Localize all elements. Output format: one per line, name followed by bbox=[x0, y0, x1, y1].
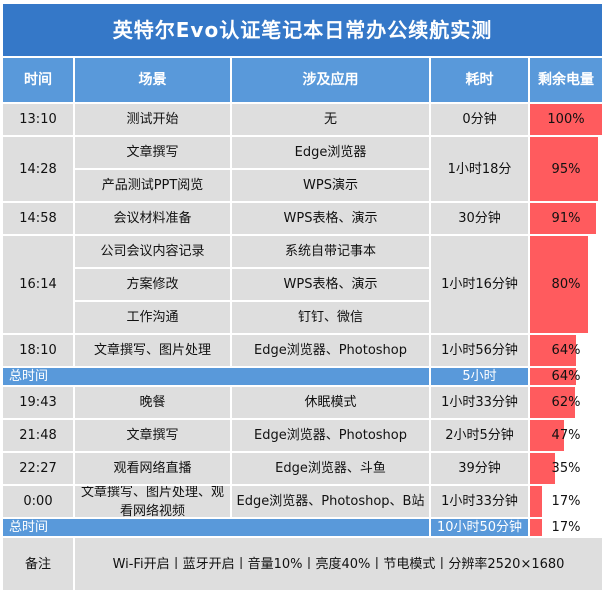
battery-label: 62% bbox=[551, 395, 581, 410]
battery-bar bbox=[530, 420, 564, 451]
time-cell: 19:43 bbox=[3, 387, 73, 418]
app-cell: 无 bbox=[232, 104, 429, 135]
battery-bar bbox=[530, 519, 543, 536]
scene-cell: 晚餐 bbox=[75, 387, 230, 418]
scene-cell: 文章撰写 bbox=[75, 137, 230, 168]
scene-cell: 文章撰写、图片处理、观看网络视频 bbox=[75, 486, 230, 517]
total-duration: 5小时 bbox=[431, 368, 528, 385]
app-cell: 钉钉、微信 bbox=[232, 302, 429, 333]
app-cell: Edge浏览器、Photoshop bbox=[232, 420, 429, 451]
app-cell: 休眠模式 bbox=[232, 387, 429, 418]
column-header: 场景 bbox=[75, 58, 230, 102]
app-cell: Edge浏览器、Photoshop bbox=[232, 335, 429, 366]
duration-cell: 1小时56分钟 bbox=[431, 335, 528, 366]
footer-notes: Wi-Fi开启丨蓝牙开启丨音量10%丨亮度40%丨节电模式丨分辨率2520×16… bbox=[75, 538, 602, 590]
time-cell: 16:14 bbox=[3, 236, 73, 333]
battery-bar bbox=[530, 387, 575, 418]
duration-cell: 0分钟 bbox=[431, 104, 528, 135]
battery-label: 47% bbox=[551, 428, 581, 443]
time-cell: 18:10 bbox=[3, 335, 73, 366]
scene-cell: 文章撰写、图片处理 bbox=[75, 335, 230, 366]
battery-bar bbox=[530, 104, 602, 135]
duration-cell: 2小时5分钟 bbox=[431, 420, 528, 451]
time-cell: 0:00 bbox=[3, 486, 73, 517]
total-duration: 10小时50分钟 bbox=[431, 519, 528, 536]
app-cell: Edge浏览器 bbox=[232, 137, 429, 168]
duration-cell: 1小时18分 bbox=[431, 137, 528, 201]
footer-label: 备注 bbox=[3, 538, 73, 590]
battery-label: 17% bbox=[551, 520, 581, 535]
page-title: 英特尔Evo认证笔记本日常办公续航实测 bbox=[3, 4, 602, 56]
time-cell: 22:27 bbox=[3, 453, 73, 484]
app-cell: WPS表格、演示 bbox=[232, 269, 429, 300]
battery-label: 35% bbox=[551, 461, 581, 476]
column-header: 剩余电量 bbox=[530, 58, 602, 102]
battery-bar bbox=[530, 368, 577, 385]
battery-bar bbox=[530, 137, 599, 201]
app-cell: WPS表格、演示 bbox=[232, 203, 429, 234]
battery-label: 17% bbox=[551, 494, 581, 509]
battery-label: 64% bbox=[551, 343, 581, 358]
time-cell: 14:28 bbox=[3, 137, 73, 201]
scene-cell: 公司会议内容记录 bbox=[75, 236, 230, 267]
scene-cell: 工作沟通 bbox=[75, 302, 230, 333]
battery-bar bbox=[530, 486, 543, 517]
battery-bar bbox=[530, 453, 556, 484]
duration-cell: 30分钟 bbox=[431, 203, 528, 234]
scene-cell: 观看网络直播 bbox=[75, 453, 230, 484]
battery-label: 80% bbox=[551, 277, 581, 292]
battery-label: 95% bbox=[551, 161, 581, 177]
battery-label: 64% bbox=[551, 369, 581, 384]
scene-cell: 文章撰写 bbox=[75, 420, 230, 451]
column-header: 涉及应用 bbox=[232, 58, 429, 102]
duration-cell: 1小时33分钟 bbox=[431, 387, 528, 418]
scene-cell: 测试开始 bbox=[75, 104, 230, 135]
battery-bar bbox=[530, 335, 577, 366]
app-cell: 系统自带记事本 bbox=[232, 236, 429, 267]
total-label: 总时间 bbox=[3, 368, 429, 385]
duration-cell: 1小时33分钟 bbox=[431, 486, 528, 517]
battery-label: 100% bbox=[547, 112, 585, 127]
app-cell: WPS演示 bbox=[232, 170, 429, 201]
time-cell: 13:10 bbox=[3, 104, 73, 135]
column-header: 耗时 bbox=[431, 58, 528, 102]
duration-cell: 39分钟 bbox=[431, 453, 528, 484]
scene-cell: 会议材料准备 bbox=[75, 203, 230, 234]
time-cell: 21:48 bbox=[3, 420, 73, 451]
battery-bar bbox=[530, 236, 588, 333]
column-header: 时间 bbox=[3, 58, 73, 102]
app-cell: Edge浏览器、Photoshop、B站 bbox=[232, 486, 429, 517]
scene-cell: 方案修改 bbox=[75, 269, 230, 300]
total-label: 总时间 bbox=[3, 519, 429, 536]
battery-bar bbox=[530, 203, 596, 234]
duration-cell: 1小时16分钟 bbox=[431, 236, 528, 333]
app-cell: Edge浏览器、斗鱼 bbox=[232, 453, 429, 484]
time-cell: 14:58 bbox=[3, 203, 73, 234]
battery-label: 91% bbox=[551, 211, 581, 226]
scene-cell: 产品测试PPT阅览 bbox=[75, 170, 230, 201]
